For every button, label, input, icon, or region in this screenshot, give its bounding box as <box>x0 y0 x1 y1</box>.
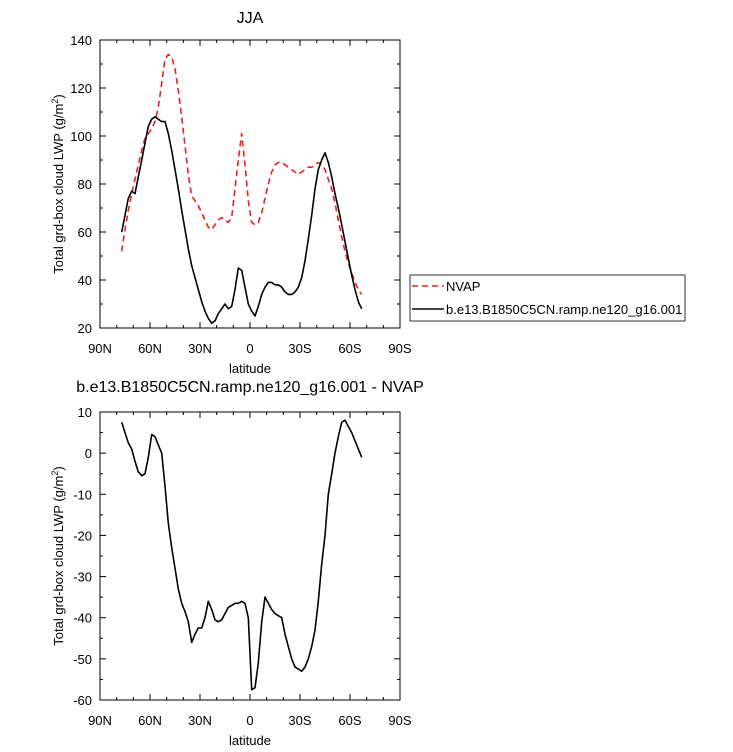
legend: NVAP b.e13.B1850C5CN.ramp.ne120_g16.001 <box>409 274 686 322</box>
legend-label-nvap: NVAP <box>446 279 480 294</box>
top-ytick-label: 80 <box>78 177 92 192</box>
top-series-line-0 <box>120 53 363 295</box>
panel-top-chart: JJA 90N 60N 30N 0 30S 60S 90S 20 40 60 80 100 120 140… <box>50 10 686 376</box>
bottom-xtick-label: 60S <box>338 713 361 728</box>
bottom-xtick-label: 30S <box>288 713 311 728</box>
bottom-xtick-label: 60N <box>138 713 162 728</box>
top-ytick-label: 40 <box>78 273 92 288</box>
top-ytick-label: 60 <box>78 225 92 240</box>
top-ylabel-main: Total grd-box cloud LWP (g/m <box>51 104 66 274</box>
top-tick-labels: 90N 60N 30N 0 30S 60S 90S 20 40 60 80 100 120 140 <box>70 33 412 356</box>
bottom-ylabel-end: ) <box>51 466 66 470</box>
legend-label-model: b.e13.B1850C5CN.ramp.ne120_g16.001 <box>446 302 682 317</box>
bottom-ytick-label: 10 <box>78 405 92 420</box>
bottom-tick-labels: 90N 60N 30N 0 30S 60S 90S -60 -50 -40 -30 -20 -10 0 10 <box>73 405 412 728</box>
bottom-xtick-label: 0 <box>246 713 253 728</box>
bottom-series-line-0 <box>120 419 363 691</box>
bottom-xtick-label: 90N <box>88 713 112 728</box>
top-xtick-label: 30N <box>188 341 212 356</box>
top-xtick-label: 60S <box>338 341 361 356</box>
bottom-xtick-label: 90S <box>388 713 411 728</box>
top-ytick-label: 120 <box>70 81 92 96</box>
bottom-ylabel: Total grd-box cloud LWP (g/m2) <box>50 466 66 645</box>
top-ylabel-end: ) <box>51 94 66 98</box>
top-xtick-label: 60N <box>138 341 162 356</box>
bottom-ytick-label: -50 <box>73 652 92 667</box>
panel-bottom-chart: b.e13.B1850C5CN.ramp.ne120_g16.001 - NVA… <box>50 379 424 748</box>
bottom-ytick-label: -30 <box>73 570 92 585</box>
top-xtick-label: 90S <box>388 341 411 356</box>
bottom-ytick-label: -20 <box>73 528 92 543</box>
bottom-ytick-label: -10 <box>73 487 92 502</box>
bottom-ylabel-main: Total grd-box cloud LWP (g/m <box>51 476 66 646</box>
top-plot-frame <box>99 39 401 329</box>
bottom-ylabel-sup: 2 <box>50 471 60 476</box>
legend-box <box>409 274 686 322</box>
top-xlabel: latitude <box>229 361 271 376</box>
top-ytick-label: 100 <box>70 129 92 144</box>
top-xtick-label: 90N <box>88 341 112 356</box>
top-ytick-label: 20 <box>78 321 92 336</box>
chart-title-top: JJA <box>237 10 264 27</box>
top-series-group <box>120 53 363 325</box>
top-series-line-1 <box>120 116 363 325</box>
bottom-xlabel: latitude <box>229 733 271 748</box>
bottom-plot-frame <box>99 411 401 701</box>
top-ytick-label: 140 <box>70 33 92 48</box>
bottom-ytick-label: -40 <box>73 611 92 626</box>
bottom-xtick-label: 30N <box>188 713 212 728</box>
top-xtick-label: 0 <box>246 341 253 356</box>
top-ylabel-sup: 2 <box>50 99 60 104</box>
top-ylabel: Total grd-box cloud LWP (g/m2) <box>50 94 66 273</box>
bottom-series-group <box>120 419 363 691</box>
top-axis-ticks <box>99 39 401 329</box>
bottom-ytick-label: 0 <box>85 446 92 461</box>
bottom-ytick-label: -60 <box>73 693 92 708</box>
chart-title-bottom: b.e13.B1850C5CN.ramp.ne120_g16.001 - NVA… <box>76 379 423 396</box>
top-xtick-label: 30S <box>288 341 311 356</box>
